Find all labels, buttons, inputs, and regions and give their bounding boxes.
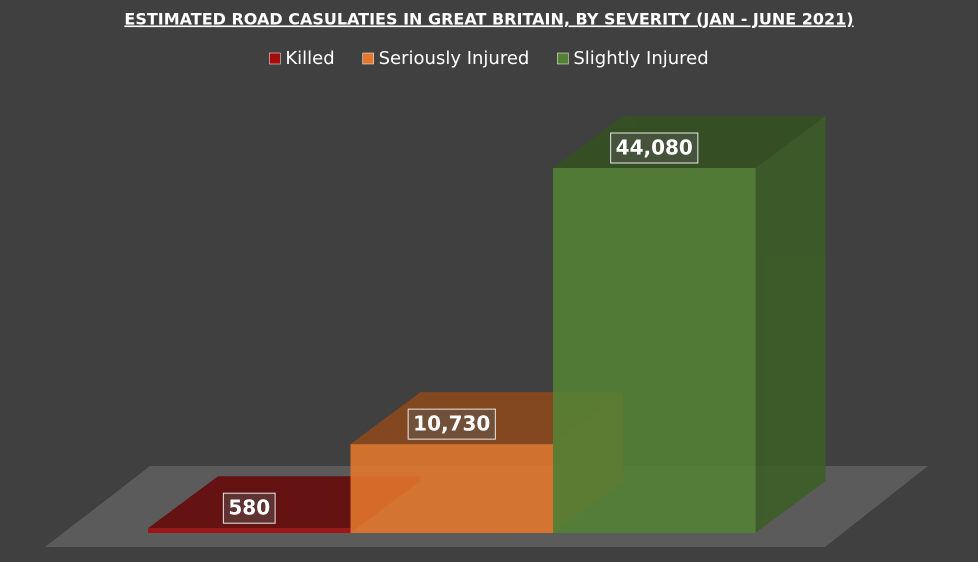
legend-swatch: [362, 52, 374, 65]
value-label-box: [610, 132, 699, 164]
legend-label: Seriously Injured: [379, 48, 530, 69]
legend-label: Slightly Injured: [573, 48, 708, 69]
value-label: 10,730: [413, 412, 490, 436]
value-label-box: [407, 408, 496, 440]
value-label: 44,080: [616, 136, 693, 160]
chart-title: ESTIMATED ROAD CASULATIES IN GREAT BRITA…: [124, 10, 853, 29]
bar-side: [755, 116, 826, 533]
bar: [350, 444, 553, 533]
legend-swatch: [557, 52, 569, 65]
value-label: 580: [228, 496, 270, 520]
legend-swatch: [269, 52, 281, 65]
bar-top: [553, 116, 826, 168]
bar: [553, 168, 756, 533]
bar-3d: [553, 116, 826, 533]
bar: [148, 528, 351, 533]
legend: Killed Seriously Injured Slightly Injured: [269, 48, 709, 69]
value-label-box: [222, 492, 276, 524]
legend-label: Killed: [285, 48, 334, 69]
